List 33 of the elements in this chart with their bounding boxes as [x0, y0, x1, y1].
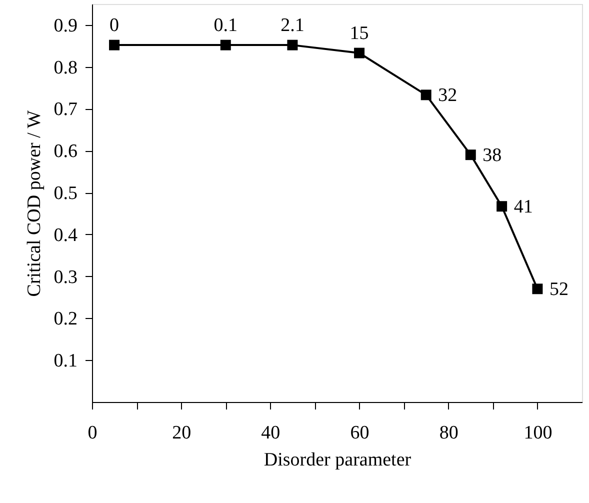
x-tick-label: 80	[439, 422, 458, 444]
y-tick-label: 0.6	[54, 141, 78, 162]
annotation: 0.1	[214, 15, 238, 36]
y-axis-title: Critical COD power / W	[24, 110, 45, 297]
point	[220, 40, 231, 50]
annotation: 2.1	[280, 15, 304, 36]
y-tick-label: 0.3	[54, 266, 78, 288]
annotation: 41	[514, 196, 533, 218]
point	[532, 284, 543, 294]
y-tick-label: 0.4	[54, 224, 78, 246]
point	[420, 90, 432, 100]
point	[109, 40, 120, 50]
y-tick-label: 0.9	[54, 15, 78, 36]
y-tick-label: 0.1	[54, 350, 78, 372]
y-tick-label: 0.7	[54, 99, 78, 120]
x-tick-label: 0	[88, 422, 98, 444]
annotation: 32	[438, 84, 458, 106]
annotation: 38	[482, 144, 502, 166]
point	[287, 40, 298, 50]
point	[465, 150, 476, 160]
y-tick-label: 0.8	[54, 57, 78, 78]
x-tick-label: 100	[524, 422, 552, 444]
point	[496, 201, 508, 212]
x-tick-label: 20	[172, 422, 192, 444]
annotation: 15	[350, 23, 369, 44]
y-tick-label: 0.5	[54, 183, 78, 204]
x-tick-label: 60	[350, 422, 370, 444]
annotation: 0	[110, 15, 120, 36]
x-axis-title: Disorder parameter	[264, 450, 412, 470]
point	[354, 48, 365, 58]
annotation: 52	[549, 278, 568, 300]
x-tick-label: 40	[261, 422, 280, 444]
y-tick-label: 0.2	[54, 308, 78, 330]
